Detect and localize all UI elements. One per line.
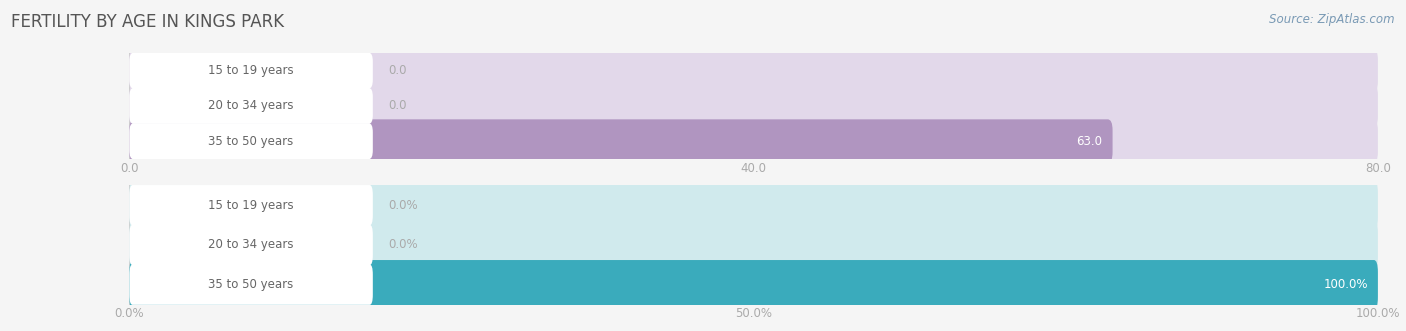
FancyBboxPatch shape xyxy=(129,84,1378,128)
FancyBboxPatch shape xyxy=(129,260,1378,309)
Text: FERTILITY BY AGE IN KINGS PARK: FERTILITY BY AGE IN KINGS PARK xyxy=(11,13,284,31)
FancyBboxPatch shape xyxy=(129,88,373,124)
FancyBboxPatch shape xyxy=(129,181,1378,230)
Text: 0.0: 0.0 xyxy=(388,64,406,77)
Text: 0.0%: 0.0% xyxy=(388,199,418,212)
FancyBboxPatch shape xyxy=(129,119,1112,163)
FancyBboxPatch shape xyxy=(129,264,373,305)
Text: 0.0: 0.0 xyxy=(388,99,406,113)
Text: 15 to 19 years: 15 to 19 years xyxy=(208,199,294,212)
FancyBboxPatch shape xyxy=(129,185,373,225)
Text: 100.0%: 100.0% xyxy=(1323,278,1368,291)
FancyBboxPatch shape xyxy=(129,225,373,265)
Text: 35 to 50 years: 35 to 50 years xyxy=(208,135,294,148)
Text: 20 to 34 years: 20 to 34 years xyxy=(208,99,294,113)
FancyBboxPatch shape xyxy=(129,123,373,159)
Text: 0.0%: 0.0% xyxy=(388,238,418,252)
Text: 20 to 34 years: 20 to 34 years xyxy=(208,238,294,252)
Text: 15 to 19 years: 15 to 19 years xyxy=(208,64,294,77)
Text: 63.0: 63.0 xyxy=(1077,135,1102,148)
FancyBboxPatch shape xyxy=(129,220,1378,269)
Text: Source: ZipAtlas.com: Source: ZipAtlas.com xyxy=(1270,13,1395,26)
FancyBboxPatch shape xyxy=(129,119,1378,163)
Text: 35 to 50 years: 35 to 50 years xyxy=(208,278,294,291)
FancyBboxPatch shape xyxy=(129,53,373,89)
FancyBboxPatch shape xyxy=(129,260,1378,309)
FancyBboxPatch shape xyxy=(129,49,1378,92)
